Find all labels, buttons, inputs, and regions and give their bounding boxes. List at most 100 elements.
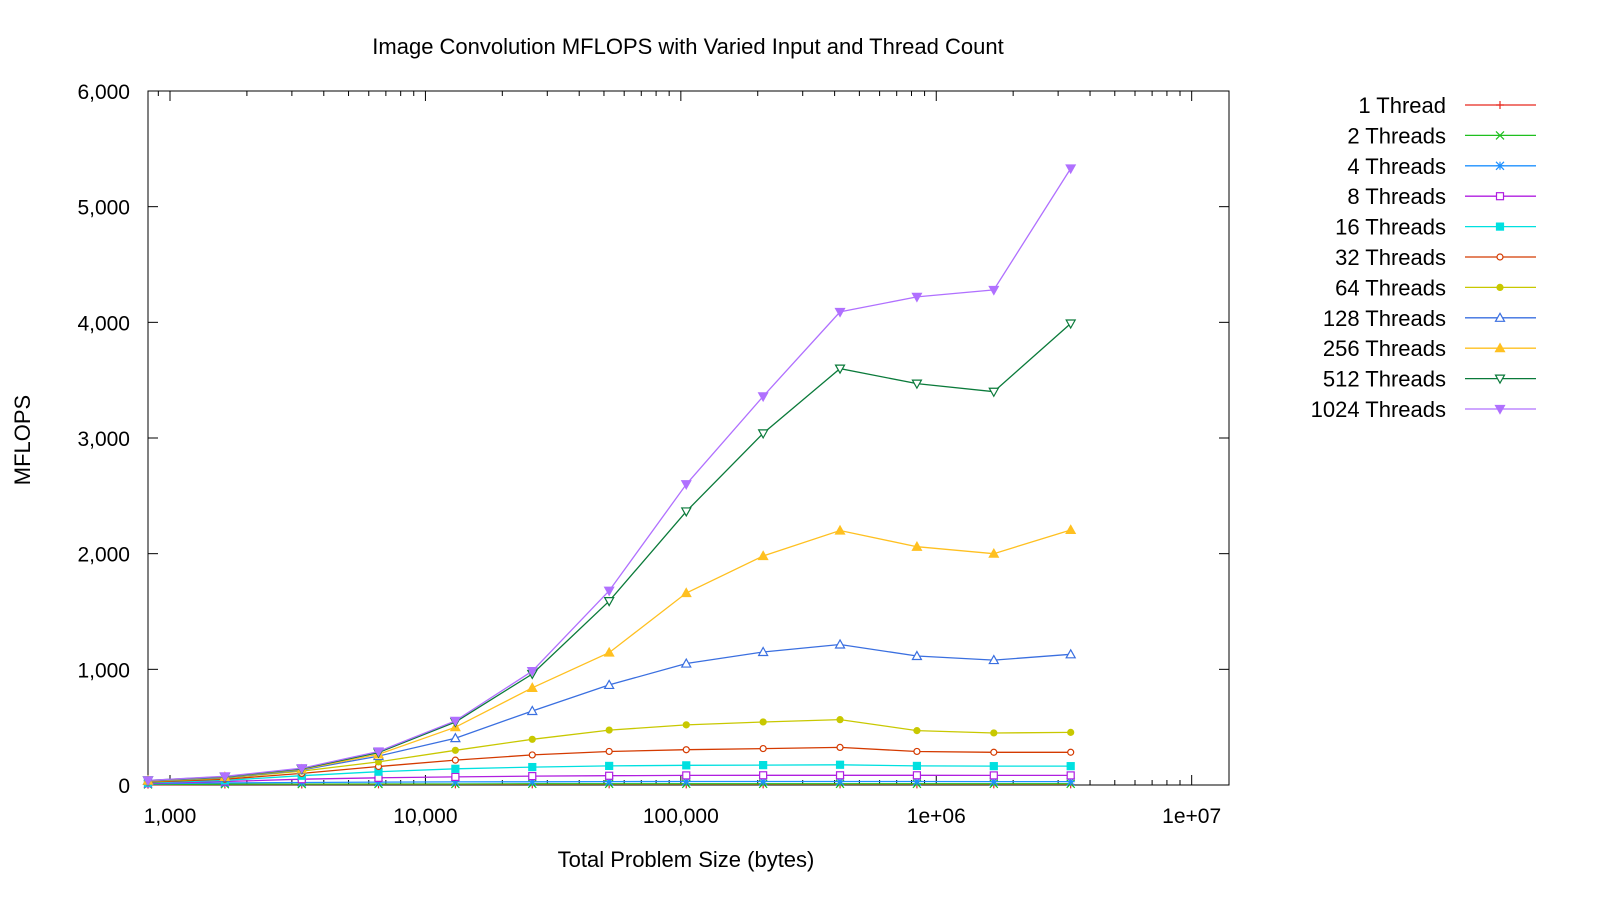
data-point-8-threads: [759, 771, 768, 780]
data-point-64-threads: [528, 735, 536, 743]
data-point-32-threads: [682, 746, 690, 754]
data-point-16-threads: [989, 762, 998, 771]
series-layer: [142, 164, 1077, 789]
data-point-1024-threads: [372, 747, 385, 758]
data-point-16-threads: [605, 761, 614, 771]
legend-swatch-marker: [1495, 161, 1505, 171]
data-point-512-threads: [757, 429, 769, 440]
x-tick-label: 1e+07: [1162, 805, 1221, 828]
data-point-1024-threads: [680, 480, 692, 490]
legend-swatch-marker: [1494, 374, 1506, 385]
data-point-8-threads: [989, 771, 998, 780]
data-point-32-threads: [528, 751, 536, 759]
data-point-16-threads: [451, 764, 460, 773]
data-point-1024-threads: [296, 764, 308, 774]
data-point-16-threads: [759, 761, 768, 770]
legend-swatch-marker: [1494, 342, 1506, 353]
data-point-1024-threads: [219, 772, 231, 783]
data-point-128-threads: [680, 657, 692, 668]
data-point-256-threads: [911, 541, 923, 551]
data-point-4-threads: [450, 777, 460, 787]
legend-swatch-marker: [1495, 222, 1505, 231]
data-point-128-threads: [911, 650, 923, 661]
data-point-8-threads: [1066, 771, 1075, 780]
legend-swatch-marker: [1494, 312, 1506, 322]
data-point-1024-threads: [526, 666, 538, 677]
data-point-8-threads: [451, 772, 460, 782]
legend-item-1-thread: 1 Thread: [1358, 93, 1536, 118]
y-tick-label: 5,000: [77, 197, 130, 220]
data-point-128-threads: [757, 646, 769, 657]
data-point-1024-threads: [757, 392, 769, 403]
data-point-64-threads: [836, 716, 844, 724]
data-point-128-threads: [834, 638, 846, 649]
data-point-16-threads: [528, 762, 537, 772]
data-point-32-threads: [913, 747, 921, 756]
legend-swatch-marker: [1495, 130, 1505, 140]
legend-label: 64 Threads: [1335, 275, 1446, 300]
legend-item-1024-threads: 1024 Threads: [1311, 397, 1536, 422]
legend-item-512-threads: 512 Threads: [1323, 367, 1536, 392]
legend-label: 1 Thread: [1358, 93, 1446, 118]
y-tick-label: 6,000: [77, 81, 130, 104]
data-point-64-threads: [451, 746, 459, 754]
chart-title: Image Convolution MFLOPS with Varied Inp…: [372, 34, 1003, 59]
data-point-128-threads: [526, 705, 538, 716]
legend-swatch-marker: [1495, 192, 1505, 201]
data-point-8-threads: [912, 771, 922, 780]
legend-item-32-threads: 32 Threads: [1335, 245, 1536, 270]
series-line-512-threads: [147, 323, 1072, 782]
data-point-32-threads: [759, 744, 767, 753]
data-point-1024-threads: [988, 285, 1000, 296]
legend-item-64-threads: 64 Threads: [1335, 275, 1536, 300]
data-point-16-threads: [835, 760, 845, 769]
data-point-32-threads: [1067, 748, 1075, 756]
data-point-256-threads: [988, 547, 1000, 558]
data-point-256-threads: [680, 587, 692, 598]
legend-item-4-threads: 4 Threads: [1347, 154, 1536, 179]
series-line-128-threads: [147, 643, 1071, 782]
data-point-16-threads: [682, 761, 691, 770]
data-point-512-threads: [911, 379, 923, 390]
data-point-4-threads: [835, 777, 845, 786]
data-point-256-threads: [757, 550, 769, 561]
data-point-512-threads: [1065, 319, 1077, 330]
data-point-1024-threads: [449, 716, 461, 727]
legend-label: 512 Threads: [1323, 367, 1446, 392]
data-point-1024-threads: [911, 292, 923, 303]
data-point-4-threads: [912, 777, 922, 786]
y-tick-label: 4,000: [77, 312, 130, 335]
legend-item-16-threads: 16 Threads: [1335, 215, 1536, 240]
legend-item-2-threads: 2 Threads: [1347, 123, 1536, 148]
legend-label: 1024 Threads: [1311, 397, 1446, 422]
data-point-32-threads: [990, 748, 998, 756]
data-point-64-threads: [1067, 728, 1075, 736]
data-point-4-threads: [989, 777, 999, 787]
data-point-1024-threads: [142, 776, 154, 787]
data-point-8-threads: [835, 771, 845, 780]
data-point-4-threads: [374, 777, 383, 787]
data-point-128-threads: [988, 654, 1000, 665]
y-tick-label: 3,000: [77, 428, 130, 451]
data-point-256-threads: [1065, 524, 1077, 535]
x-tick-label: 100,000: [643, 805, 719, 828]
series-1024-threads: [142, 164, 1077, 787]
data-point-512-threads: [988, 387, 1000, 398]
data-point-64-threads: [990, 729, 998, 737]
data-point-128-threads: [603, 679, 615, 690]
data-point-8-threads: [605, 771, 614, 780]
legend-label: 16 Threads: [1335, 215, 1446, 240]
legend-label: 32 Threads: [1335, 245, 1446, 270]
x-tick-label: 1e+06: [907, 805, 966, 828]
data-point-1024-threads: [834, 307, 846, 318]
legend: 1 Thread 2 Threads 4 Threads 8 Threads 16 Th…: [1311, 93, 1536, 422]
data-point-8-threads: [682, 771, 691, 780]
data-point-4-threads: [604, 777, 614, 787]
data-point-32-threads: [451, 756, 459, 764]
y-axis-label: MFLOPS: [10, 395, 35, 485]
data-point-64-threads: [605, 726, 613, 734]
data-point-4-threads: [527, 777, 537, 787]
legend-item-256-threads: 256 Threads: [1323, 336, 1536, 361]
x-tick-label: 10,000: [393, 805, 457, 828]
